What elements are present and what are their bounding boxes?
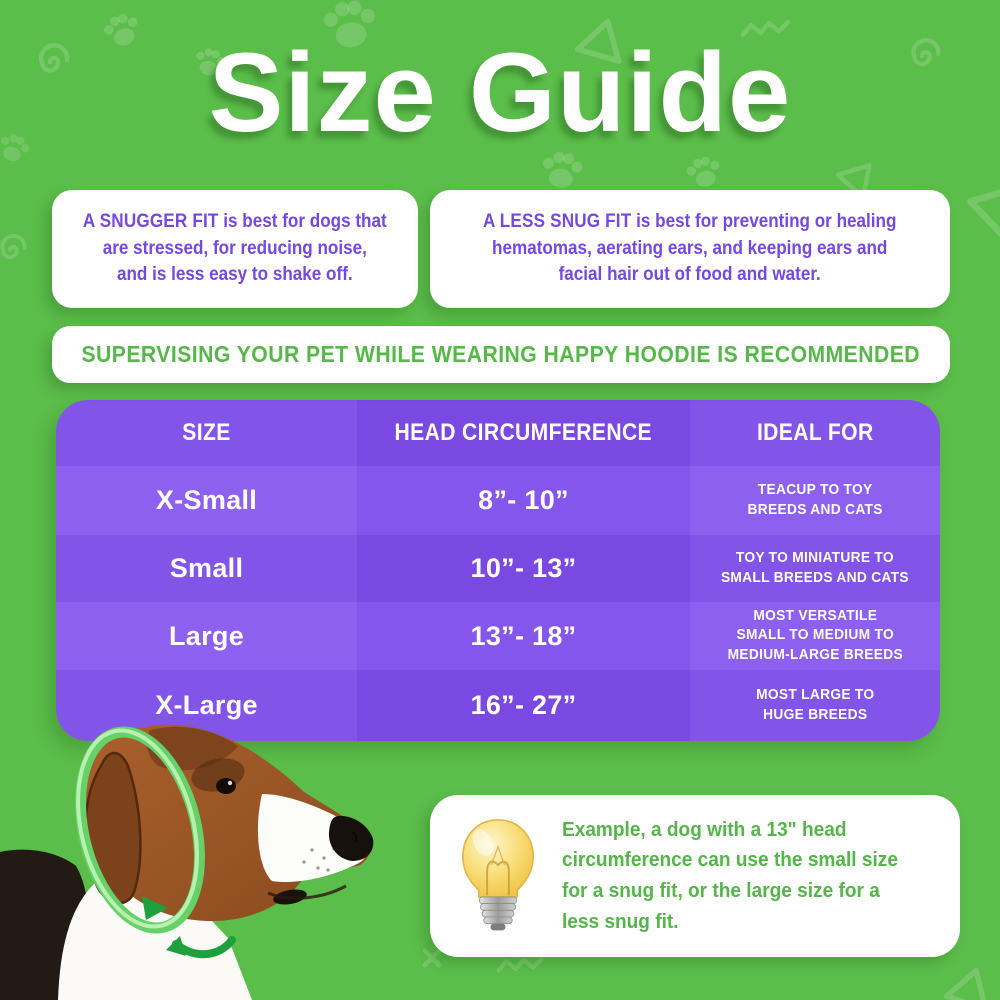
dog-illustration [0, 724, 374, 1000]
ideal-for-cell: MOST LARGE TO HUGE BREEDS [690, 670, 940, 741]
example-note: Example, a dog with a 13" head circumfer… [430, 795, 960, 957]
head-circumference-cell: 10”- 13” [357, 535, 690, 602]
ideal-for-cell: MOST VERSATILE SMALL TO MEDIUM TO MEDIUM… [690, 602, 940, 670]
size-cell: Large [56, 602, 357, 670]
less-snug-fit-lead: A LESS SNUG FIT [483, 210, 632, 232]
head-circumference-column-header: HEAD CIRCUMFERENCE [357, 400, 690, 466]
example-text: Example, a dog with a 13" head circumfer… [562, 817, 898, 933]
supervision-banner: SUPERVISING YOUR PET WHILE WEARING HAPPY… [52, 326, 950, 383]
snugger-fit-note: A SNUGGER FIT is best for dogs that are … [52, 190, 418, 308]
dog-nose [328, 815, 374, 861]
ideal-for-cell: TEACUP TO TOY BREEDS AND CATS [690, 466, 940, 535]
page-title: Size Guide [208, 30, 792, 155]
lightbulb-icon [462, 819, 534, 931]
size-cell: X-Small [56, 466, 357, 535]
size-table: SIZE HEAD CIRCUMFERENCE IDEAL FOR X-Smal… [56, 400, 940, 741]
head-circumference-cell: 13”- 18” [357, 602, 690, 670]
ideal-for-column-header: IDEAL FOR [690, 400, 940, 466]
head-circumference-cell: 8”- 10” [357, 466, 690, 535]
dog-eye [216, 778, 236, 794]
supervision-banner-text: SUPERVISING YOUR PET WHILE WEARING HAPPY… [81, 341, 921, 367]
band-arrow-icon [142, 896, 168, 920]
snugger-fit-text: A SNUGGER FIT is best for dogs that are … [83, 209, 387, 290]
head-circumference-cell: 16”- 27” [357, 670, 690, 741]
size-cell: Small [56, 535, 357, 602]
ideal-for-cell: TOY TO MINIATURE TO SMALL BREEDS AND CAT… [690, 535, 940, 602]
measuring-band [75, 726, 236, 959]
snugger-fit-rest: is best for dogs that are stressed, for … [102, 210, 387, 286]
less-snug-fit-text: A LESS SNUG FIT is best for preventing o… [483, 209, 896, 290]
less-snug-fit-rest: is best for preventing or healing hemato… [492, 210, 897, 286]
size-column-header: SIZE [56, 400, 357, 466]
less-snug-fit-note: A LESS SNUG FIT is best for preventing o… [430, 190, 950, 308]
size-cell: X-Large [56, 670, 357, 741]
snugger-fit-lead: A SNUGGER FIT [83, 210, 219, 232]
